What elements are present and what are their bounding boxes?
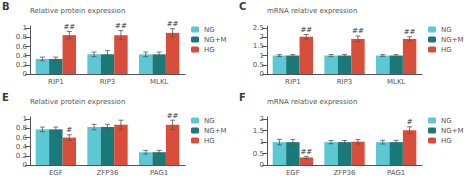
svg-text:1.5: 1.5 [253,42,264,50]
svg-text:PAG1: PAG1 [387,169,405,177]
svg-text:mRNA relative expression: mRNA relative expression [267,98,357,106]
svg-text:NG: NG [441,26,452,34]
svg-text:0.5: 0.5 [253,61,264,69]
svg-text:E: E [2,92,9,103]
svg-text:Relative protein expression: Relative protein expression [30,98,125,106]
svg-text:RIP1: RIP1 [48,78,64,86]
svg-text:1: 1 [23,24,27,32]
svg-text:##: ## [300,148,312,156]
svg-text:NG+M: NG+M [441,127,464,135]
svg-text:1: 1 [260,52,264,60]
svg-text:##: ## [404,28,416,36]
svg-text:NG: NG [441,117,452,125]
svg-text:0.4: 0.4 [16,143,28,151]
svg-text:RIP1: RIP1 [285,78,301,86]
svg-text:0.5: 0.5 [253,150,264,158]
svg-text:##: ## [300,26,312,34]
svg-text:RIP3: RIP3 [100,78,116,86]
svg-text:Relative protein expression: Relative protein expression [30,7,125,15]
svg-text:0.6: 0.6 [16,134,28,142]
svg-text:RIP3: RIP3 [337,78,353,86]
svg-text:0.6: 0.6 [16,43,28,51]
svg-text:NG+M: NG+M [204,127,227,135]
svg-text:HG: HG [441,46,452,54]
svg-text:0.8: 0.8 [16,124,27,132]
svg-text:0: 0 [260,161,264,169]
svg-text:0: 0 [23,70,27,78]
svg-text:NG: NG [204,117,215,125]
svg-text:HG: HG [204,137,215,145]
svg-text:##: ## [167,20,179,28]
svg-text:ZFP36: ZFP36 [97,169,119,177]
svg-text:mRNA relative expression: mRNA relative expression [267,7,357,15]
svg-text:#: # [407,118,413,126]
svg-text:C: C [239,1,246,12]
svg-text:EGF: EGF [49,169,63,177]
svg-text:1: 1 [260,138,264,146]
svg-text:HG: HG [204,46,215,54]
svg-text:1: 1 [23,115,27,123]
svg-text:MLKL: MLKL [387,78,406,86]
svg-text:PAG1: PAG1 [150,169,168,177]
svg-text:0.4: 0.4 [16,52,28,60]
svg-text:NG+M: NG+M [204,36,227,44]
svg-text:NG: NG [204,26,215,34]
svg-text:HG: HG [441,137,452,145]
svg-text:#: # [66,126,72,134]
svg-text:B: B [2,1,10,12]
svg-text:ZFP36: ZFP36 [334,169,356,177]
svg-text:2: 2 [260,33,264,41]
svg-text:0.2: 0.2 [16,152,27,160]
svg-text:##: ## [63,23,75,31]
svg-text:1.5: 1.5 [253,127,264,135]
svg-text:##: ## [115,22,127,30]
svg-text:EGF: EGF [286,169,300,177]
svg-text:0.8: 0.8 [16,33,27,41]
svg-text:MLKL: MLKL [150,78,169,86]
svg-text:2.5: 2.5 [253,24,264,32]
svg-text:##: ## [352,27,364,35]
svg-text:0.2: 0.2 [16,61,27,69]
svg-text:NG+M: NG+M [441,36,464,44]
svg-text:0: 0 [23,161,27,169]
svg-text:##: ## [167,112,179,120]
svg-text:F: F [239,92,246,103]
svg-text:0: 0 [260,70,264,78]
svg-text:2: 2 [260,115,264,123]
